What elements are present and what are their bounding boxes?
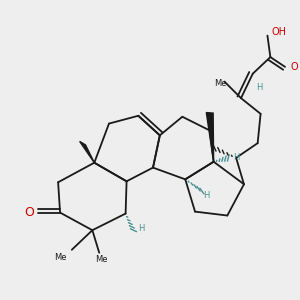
Text: H: H <box>138 224 144 233</box>
Text: Me: Me <box>214 79 227 88</box>
Polygon shape <box>80 141 94 163</box>
Text: O: O <box>24 206 34 219</box>
Polygon shape <box>206 112 214 162</box>
Text: H: H <box>233 153 239 162</box>
Text: O: O <box>291 62 298 72</box>
Text: Me: Me <box>95 255 107 264</box>
Text: Me: Me <box>54 253 66 262</box>
Text: OH: OH <box>271 27 286 37</box>
Text: H: H <box>204 191 210 200</box>
Text: H: H <box>256 83 262 92</box>
